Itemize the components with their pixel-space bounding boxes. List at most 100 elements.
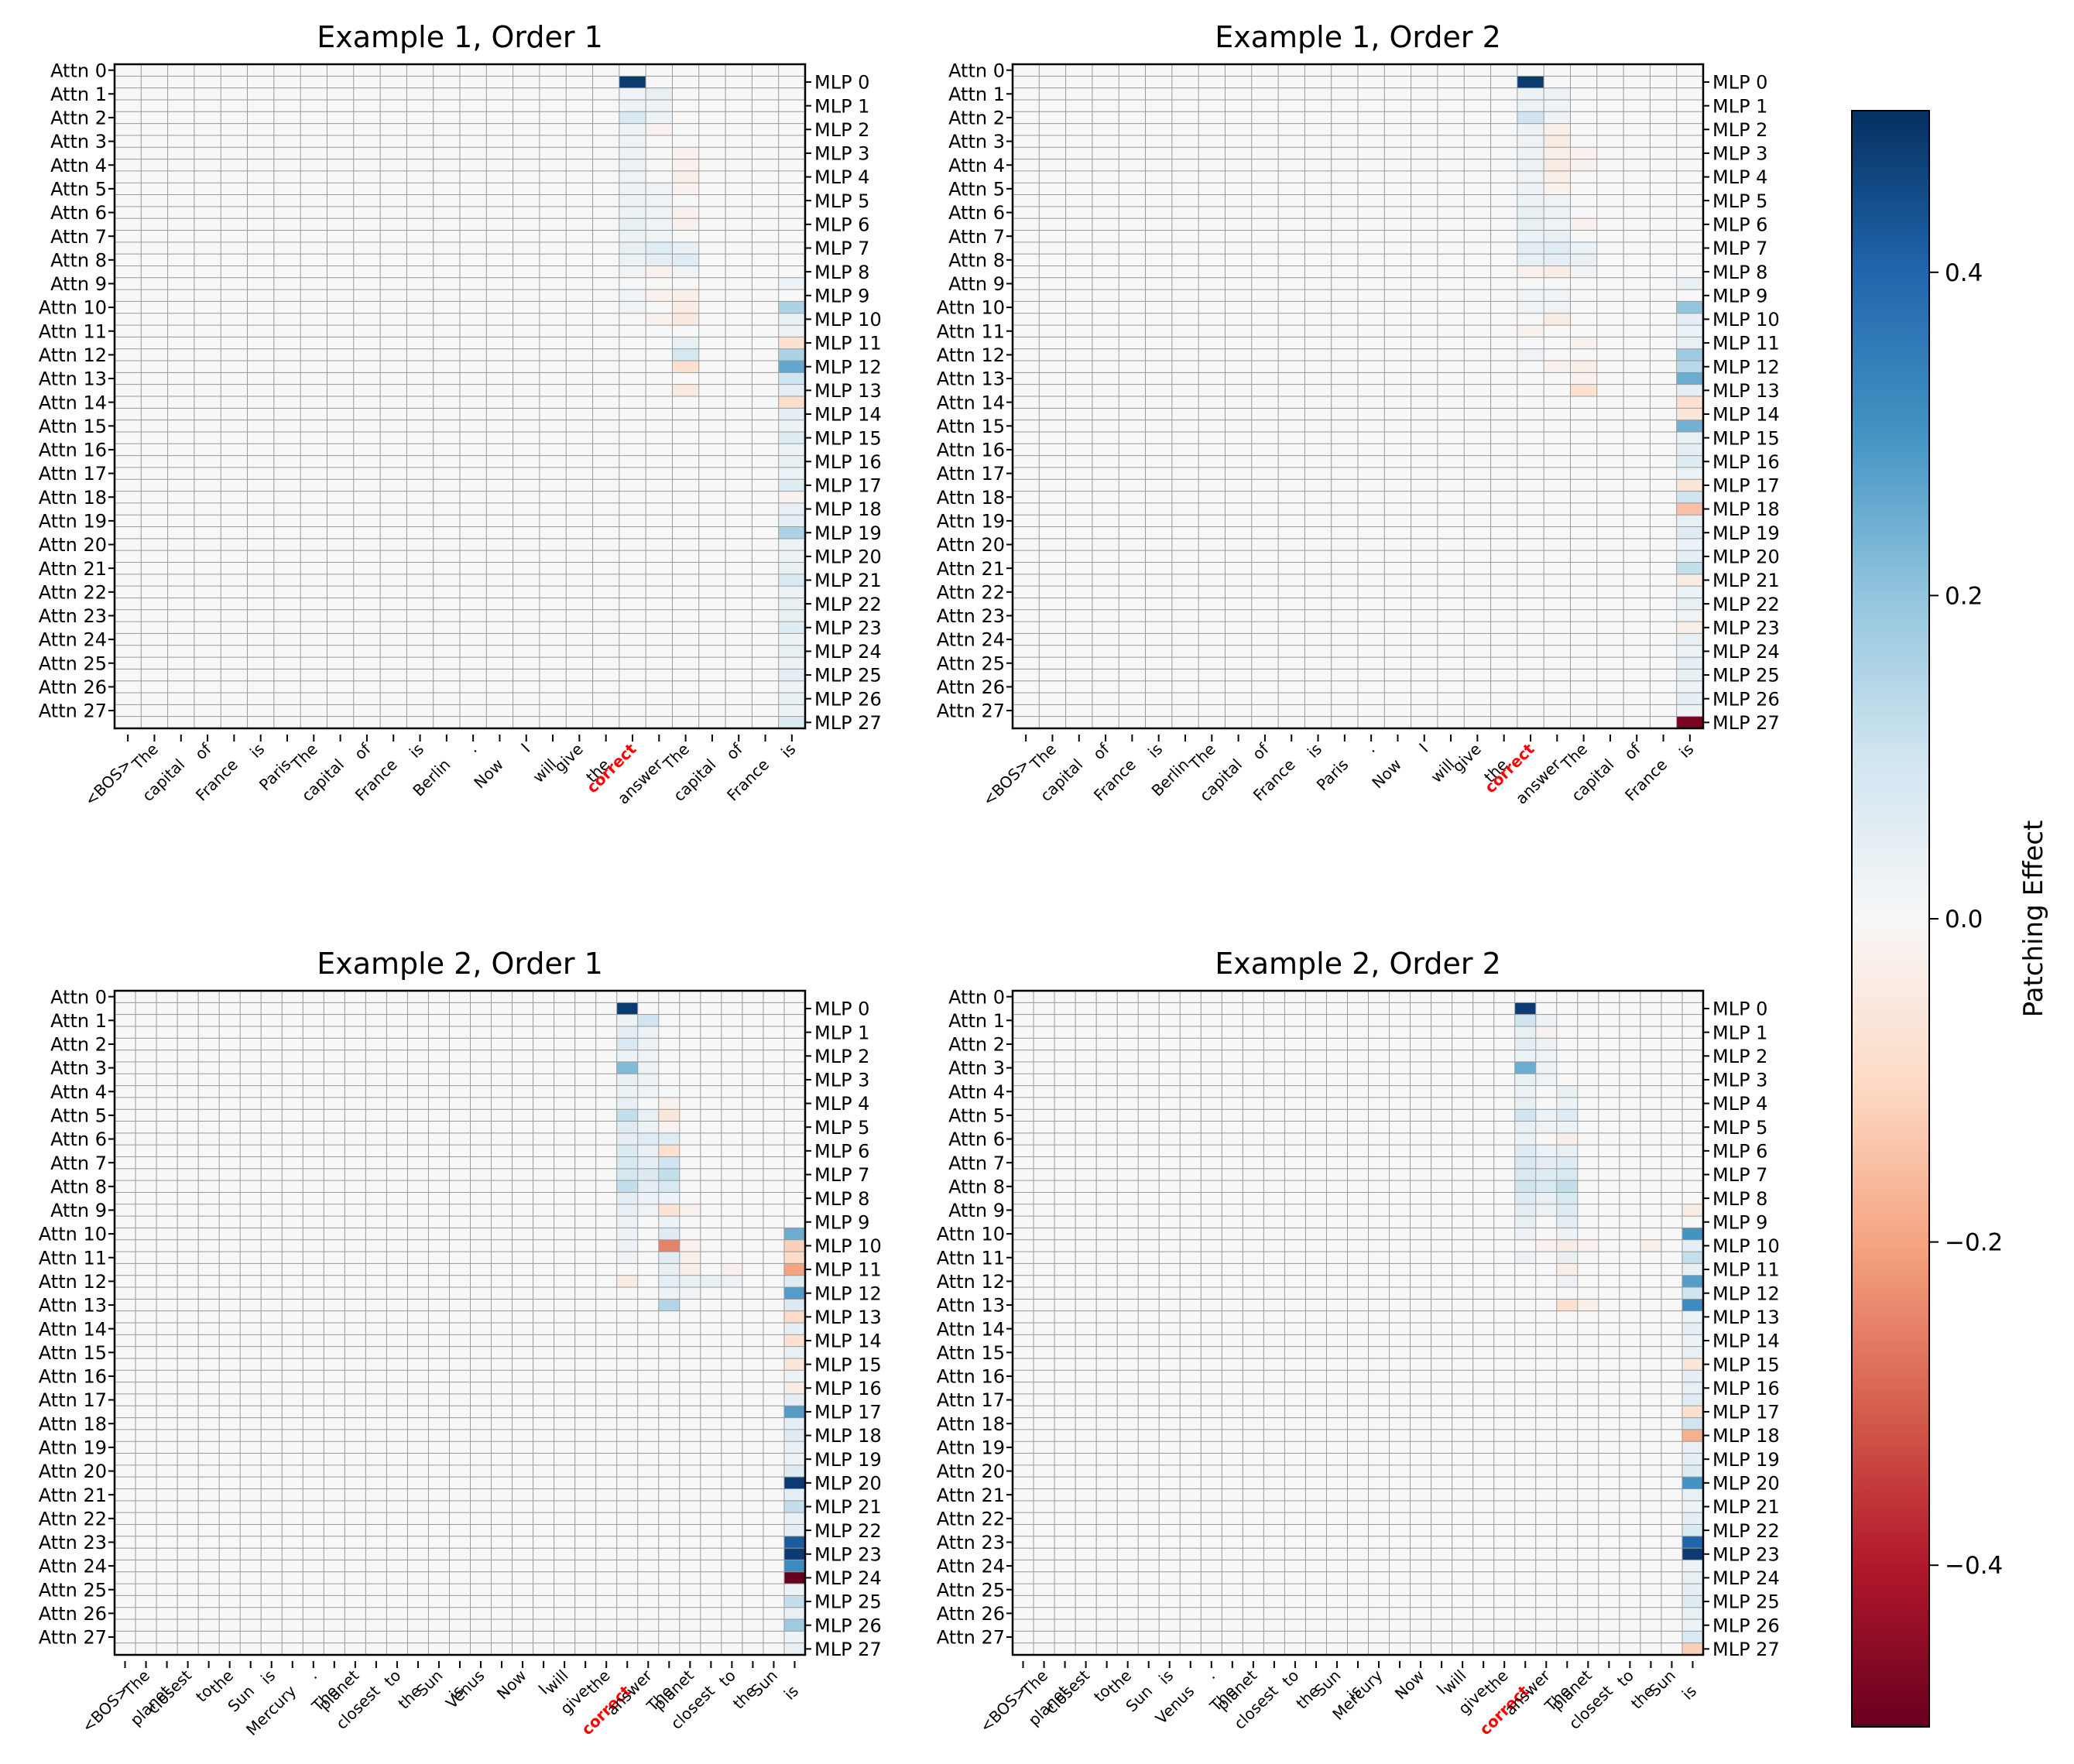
heatmap-cell — [1517, 348, 1544, 361]
heatmap-cell — [1556, 1216, 1578, 1228]
heatmap-cell — [783, 1595, 805, 1608]
heatmap-cell — [672, 313, 699, 326]
heatmap-cell — [783, 1370, 805, 1382]
mlp-label: MLP 11 — [814, 1259, 882, 1281]
heatmap-cell — [1556, 1145, 1578, 1157]
heatmap-cell — [1544, 313, 1571, 326]
token-label: is — [1678, 1682, 1700, 1704]
mlp-label: MLP 3 — [1712, 143, 1767, 165]
heatmap-cell — [1676, 526, 1703, 539]
heatmap-cell — [783, 1382, 805, 1394]
heatmap-cell — [783, 1346, 805, 1358]
heatmap-cell — [619, 111, 646, 124]
mlp-label: MLP 22 — [1712, 1520, 1780, 1542]
token-label: is — [1144, 740, 1166, 762]
token-label: France — [723, 755, 773, 805]
attn-label: Attn 17 — [937, 1389, 1005, 1411]
mlp-label: MLP 17 — [1712, 1402, 1780, 1423]
token-label: is — [246, 740, 268, 762]
attn-label: Attn 23 — [937, 605, 1005, 627]
mlp-label: MLP 5 — [814, 190, 869, 212]
colorbar-tick-label: 0.2 — [1945, 582, 1983, 610]
token-label: France — [192, 755, 242, 805]
attn-label: Attn 20 — [937, 534, 1005, 556]
heatmap-cell — [1544, 265, 1571, 278]
heatmap-cell — [637, 1121, 659, 1133]
mlp-label: MLP 17 — [814, 1402, 882, 1423]
heatmap-cell — [619, 230, 646, 242]
heatmap-cell — [616, 1180, 638, 1193]
heatmap-cell — [616, 1168, 638, 1181]
attn-label: Attn 6 — [50, 1129, 107, 1150]
heatmap-cell — [616, 1204, 638, 1217]
attn-label: Attn 12 — [39, 344, 107, 366]
heatmap-cell — [1676, 325, 1703, 337]
heatmap-cell — [1535, 1026, 1557, 1039]
heatmap-cell — [700, 1275, 722, 1288]
mlp-label: MLP 15 — [814, 1354, 882, 1375]
heatmap-cell — [783, 1536, 805, 1549]
heatmap-cell — [1556, 1263, 1578, 1276]
heatmap-cell — [658, 1109, 680, 1122]
heatmap-cell — [1544, 87, 1571, 100]
heatmap-cell — [1535, 1192, 1557, 1204]
heatmap-cell — [637, 1038, 659, 1050]
heatmap-cell — [619, 218, 646, 231]
heatmap-cell — [672, 183, 699, 195]
heatmap-cell — [783, 1310, 805, 1323]
heatmap-cell — [646, 99, 673, 112]
attn-label: Attn 22 — [937, 581, 1005, 603]
attn-label: Attn 8 — [50, 1176, 107, 1197]
mlp-label: MLP 16 — [814, 1378, 882, 1399]
heatmap-cell — [619, 99, 646, 112]
heatmap-cell — [1676, 455, 1703, 468]
heatmap-cell — [1681, 1441, 1703, 1454]
heatmap-cell — [658, 1121, 680, 1133]
mlp-label: MLP 7 — [1712, 238, 1767, 259]
heatmap-cell — [1517, 301, 1544, 313]
heatmap-cell — [672, 348, 699, 361]
token-label: is — [1304, 740, 1325, 762]
heatmap-cell — [1517, 99, 1544, 112]
heatmap-cell — [619, 159, 646, 171]
heatmap-cell — [783, 1358, 805, 1371]
heatmap-cell — [1556, 1156, 1578, 1169]
heatmap-cell — [1570, 241, 1597, 255]
attn-label: Attn 10 — [39, 1224, 107, 1245]
token-label: I — [1415, 740, 1431, 756]
attn-label: Attn 2 — [948, 108, 1005, 129]
heatmap-cell — [778, 348, 805, 361]
heatmap-cell — [778, 598, 805, 610]
mlp-label: MLP 4 — [1712, 166, 1767, 188]
attn-label: Attn 4 — [50, 1081, 107, 1103]
heatmap-cell — [1517, 87, 1544, 100]
mlp-label: MLP 11 — [1712, 333, 1780, 355]
heatmap-cell — [619, 135, 646, 148]
heatmap-cell — [1544, 241, 1571, 255]
heatmap-cell — [1570, 159, 1597, 171]
colorbar-label: Patching Effect — [2018, 820, 2049, 1018]
heatmap-cell — [1556, 1109, 1578, 1122]
mlp-label: MLP 9 — [814, 1211, 869, 1233]
heatmap-cell — [619, 123, 646, 135]
heatmap-grid — [1013, 991, 1703, 1655]
heatmap-cell — [1544, 99, 1571, 112]
heatmap-cell — [658, 1252, 680, 1264]
heatmap-cell — [1544, 301, 1571, 313]
attn-label: Attn 19 — [937, 511, 1005, 533]
heatmap-cell — [616, 1038, 638, 1050]
heatmap-cell — [616, 1050, 638, 1062]
heatmap-cell — [1535, 1204, 1557, 1217]
heatmap-cell — [1681, 1453, 1703, 1465]
attn-label: Attn 22 — [937, 1508, 1005, 1529]
heatmap-cell — [783, 1239, 805, 1252]
heatmap-cell — [783, 1619, 805, 1632]
attn-label: Attn 13 — [39, 368, 107, 390]
attn-label: Attn 27 — [937, 1627, 1005, 1649]
heatmap-cell — [783, 1228, 805, 1240]
heatmap-cell — [1544, 159, 1571, 171]
mlp-label: MLP 12 — [814, 356, 882, 378]
heatmap-cell — [1676, 633, 1703, 646]
heatmap-cell — [1681, 1204, 1703, 1217]
